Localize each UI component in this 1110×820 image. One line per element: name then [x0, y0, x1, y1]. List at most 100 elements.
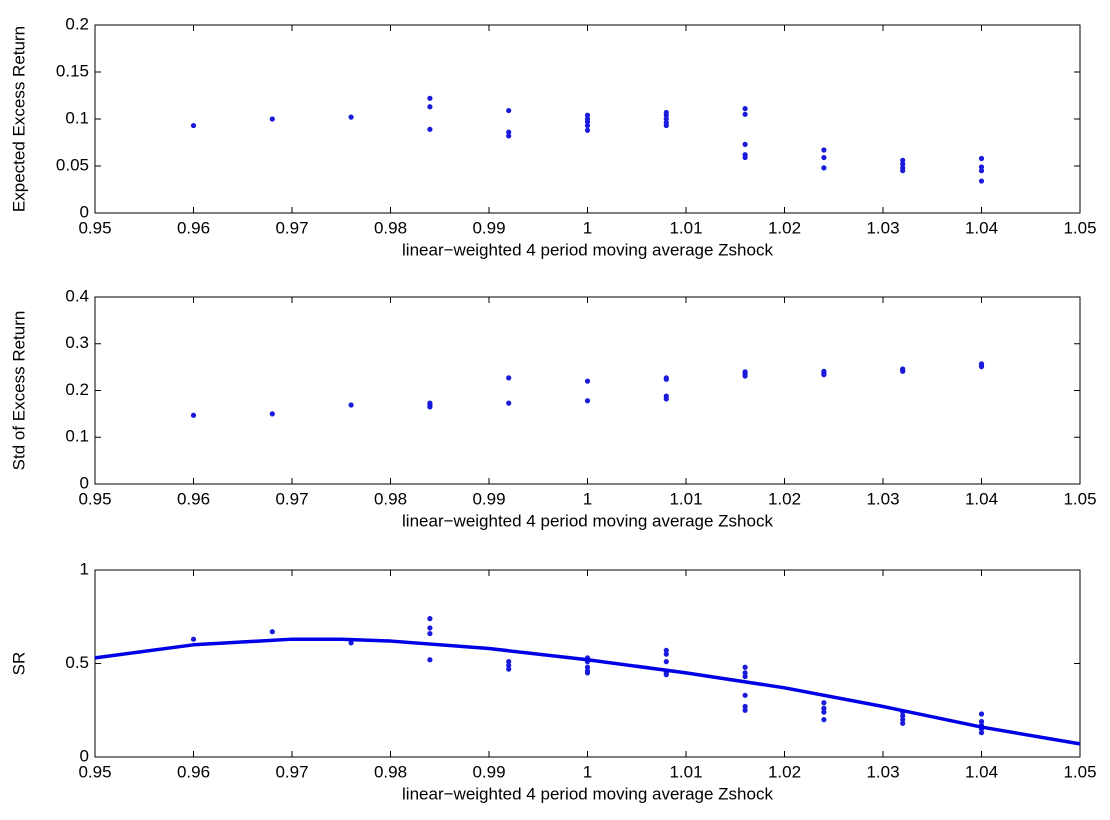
point	[978, 155, 985, 162]
point	[663, 112, 669, 118]
x-tick-label: 0.95	[78, 762, 111, 781]
point	[821, 147, 827, 153]
point	[821, 717, 827, 723]
y-tick-label: 0.5	[65, 653, 89, 672]
point	[663, 122, 669, 129]
point	[821, 154, 827, 161]
point	[663, 396, 669, 402]
x-tick-label: 0.95	[78, 489, 111, 508]
point	[663, 116, 669, 122]
point	[506, 129, 512, 135]
y-tick-label: 0	[80, 746, 89, 765]
point	[663, 647, 669, 654]
point	[427, 630, 433, 637]
x-tick-label: 0.99	[472, 762, 505, 781]
x-tick-label: 0.95	[78, 218, 111, 237]
point	[584, 112, 591, 118]
point	[978, 364, 985, 370]
x-tick-label: 1.01	[669, 762, 702, 781]
x-tick-label: 1.05	[1063, 762, 1096, 781]
point	[742, 703, 748, 710]
x-tick-label: 0.98	[374, 489, 407, 508]
point	[821, 165, 827, 171]
point	[821, 372, 827, 378]
x-tick-label: 1	[583, 489, 592, 508]
point	[584, 119, 591, 125]
point	[269, 629, 275, 635]
y-axis-label: Expected Excess Return	[9, 26, 28, 212]
y-tick-label: 0	[80, 473, 89, 492]
point	[742, 670, 748, 676]
point	[978, 730, 985, 736]
subplot: 0.95 0.96 0.97 0.98 0.99 1 1.01 1.02 1.03 1.04 1.0…	[9, 286, 1096, 530]
y-tick-label: 0.2	[65, 14, 89, 33]
point	[506, 107, 512, 114]
x-tick-label: 1.03	[866, 489, 899, 508]
point	[427, 404, 433, 410]
point	[348, 402, 354, 408]
x-tick-label: 0.99	[472, 218, 505, 237]
x-tick-label: 0.97	[275, 218, 308, 237]
point	[742, 707, 748, 713]
x-tick-label: 0.96	[177, 218, 210, 237]
point	[348, 640, 354, 646]
point	[978, 168, 985, 174]
point	[900, 168, 906, 174]
point	[900, 157, 906, 163]
point	[978, 718, 985, 725]
x-tick-label: 1.02	[768, 489, 801, 508]
axes-frame	[94, 296, 1081, 485]
point	[978, 178, 985, 184]
point	[427, 104, 433, 110]
y-axis-label: Std of Excess Return	[9, 311, 28, 471]
point	[584, 398, 591, 404]
point	[506, 133, 512, 139]
x-tick-label: 1.03	[866, 762, 899, 781]
x-tick-label: 1.03	[866, 218, 899, 237]
point	[348, 114, 354, 120]
point	[821, 709, 827, 715]
y-tick-label: 0.1	[65, 108, 89, 127]
point	[900, 713, 906, 719]
point	[978, 711, 985, 717]
point	[742, 692, 748, 698]
point	[506, 400, 512, 406]
x-tick-label: 1.04	[965, 489, 998, 508]
y-tick-label: 0	[80, 202, 89, 221]
point	[663, 672, 669, 678]
x-tick-label: 1.04	[965, 218, 998, 237]
x-tick-label: 0.96	[177, 762, 210, 781]
point	[190, 122, 197, 129]
point	[427, 657, 433, 663]
point	[584, 378, 591, 384]
point	[427, 126, 433, 132]
point	[506, 662, 512, 668]
x-tick-label: 1	[583, 218, 592, 237]
point	[190, 412, 197, 418]
point	[742, 373, 748, 379]
point	[900, 720, 906, 726]
x-tick-label: 0.97	[275, 489, 308, 508]
x-tick-label: 1.04	[965, 762, 998, 781]
point	[742, 111, 748, 117]
point	[506, 375, 512, 381]
x-tick-label: 1.02	[768, 218, 801, 237]
x-tick-label: 1.05	[1063, 489, 1096, 508]
x-tick-label: 1.05	[1063, 218, 1096, 237]
point	[742, 141, 748, 147]
point	[427, 616, 433, 622]
y-tick-label: 0.05	[56, 155, 89, 174]
y-tick-label: 0.1	[65, 427, 89, 446]
x-tick-label: 1.02	[768, 762, 801, 781]
point	[584, 127, 591, 133]
point	[742, 664, 748, 670]
x-tick-label: 1.01	[669, 218, 702, 237]
point	[663, 651, 669, 657]
subplot: 0.95 0.96 0.97 0.98 0.99 1 1.01 1.02 1.03 1.04 1.0…	[9, 14, 1096, 259]
point	[584, 670, 591, 676]
x-tick-label: 0.97	[275, 762, 308, 781]
point	[663, 376, 669, 382]
y-tick-label: 0.15	[56, 61, 89, 80]
point	[900, 368, 906, 374]
